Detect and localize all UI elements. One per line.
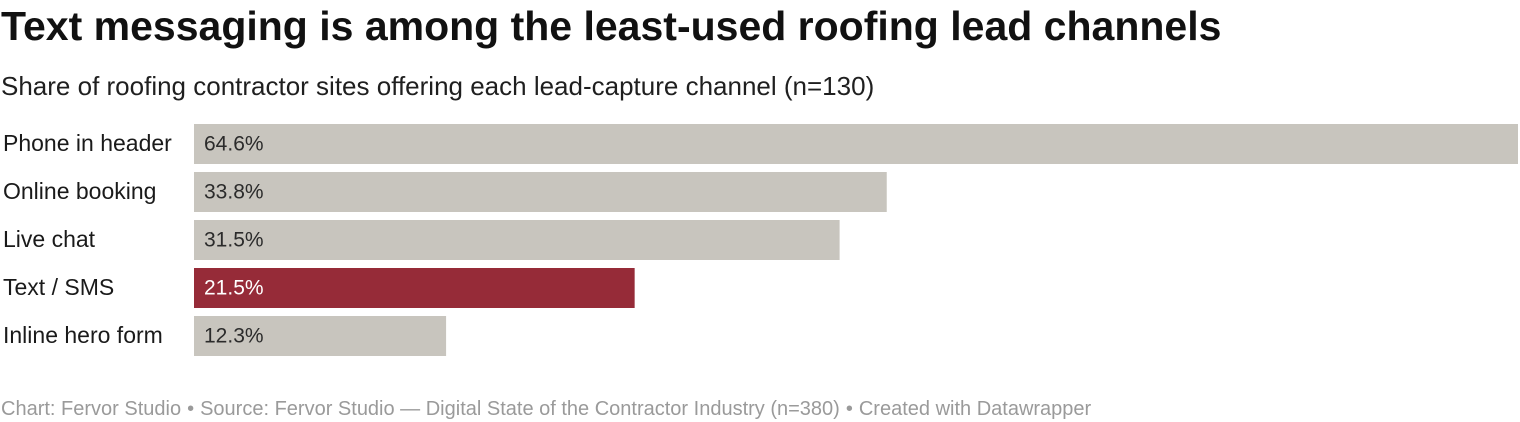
- chart-tool-credit: Created with Datawrapper: [858, 398, 1092, 420]
- value-label-text-sms: 21.5%: [204, 277, 264, 300]
- footer-separator: •: [187, 398, 195, 420]
- value-label-phone-in-header: 64.6%: [204, 133, 264, 156]
- category-label-text-sms: Text / SMS: [3, 274, 114, 300]
- bar-text-sms: [194, 268, 635, 308]
- category-label-online-booking: Online booking: [3, 178, 156, 204]
- value-label-live-chat: 31.5%: [204, 229, 264, 252]
- bar-inline-hero-form: [194, 316, 447, 356]
- category-label-phone-in-header: Phone in header: [3, 130, 172, 156]
- value-label-online-booking: 33.8%: [204, 181, 264, 204]
- chart-subtitle: Share of roofing contractor sites offeri…: [1, 71, 875, 101]
- value-label-inline-hero-form: 12.3%: [204, 325, 264, 348]
- footer-separator: •: [845, 398, 853, 420]
- bar-online-booking: [194, 172, 887, 212]
- chart-credit: Chart: Fervor Studio: [1, 398, 182, 420]
- bar-live-chat: [194, 220, 840, 260]
- chart-source: Source: Fervor Studio — Digital State of…: [200, 398, 840, 420]
- bar-chart: Phone in header 64.6% Online booking 33.8% L…: [3, 124, 1518, 356]
- bar-phone-in-header: [194, 124, 1518, 164]
- chart-title: Text messaging is among the least-used r…: [1, 3, 1222, 49]
- category-label-inline-hero-form: Inline hero form: [3, 322, 163, 348]
- category-label-live-chat: Live chat: [3, 226, 96, 252]
- chart-footer: Chart: Fervor Studio • Source: Fervor Stud…: [1, 396, 1091, 422]
